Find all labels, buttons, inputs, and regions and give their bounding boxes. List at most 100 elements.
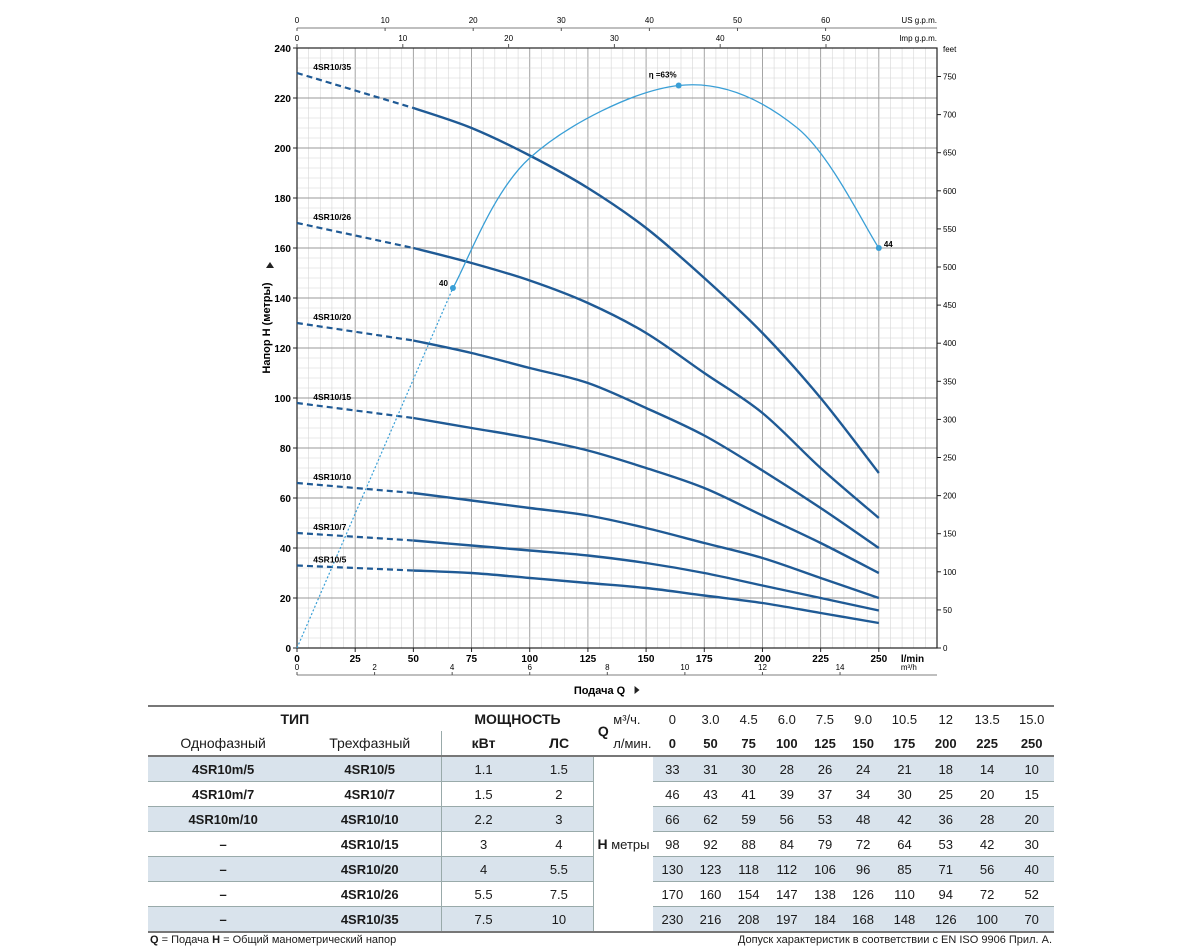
efficiency-curve-dotted (296, 287, 454, 649)
feet-tick-label: 250 (943, 454, 957, 463)
feet-tick-label: 750 (943, 73, 957, 82)
head-value: 56 (767, 806, 806, 832)
imp-gpm-tick-label: 40 (716, 34, 725, 43)
y-tick-label: 40 (280, 544, 292, 555)
head-value: 72 (844, 831, 883, 857)
three-phase-model: 4SR10/35 (298, 906, 442, 933)
head-value: 18 (926, 755, 965, 782)
head-value: 59 (729, 806, 768, 832)
y-axis-arrow-icon (266, 262, 274, 268)
m3h-tick-label: 14 (836, 663, 845, 672)
q-m3h-value: 10.5 (882, 705, 927, 731)
feet-tick-label: 350 (943, 377, 957, 386)
single-phase-model: – (148, 881, 299, 907)
q-m3h-value: 13.5 (964, 705, 1010, 731)
efficiency-right-label: 44 (884, 240, 893, 249)
head-value: 21 (882, 755, 927, 782)
m3h-tick-label: 8 (605, 663, 610, 672)
head-value: 30 (1009, 831, 1054, 857)
q-lmin-value: 150 (852, 735, 874, 751)
head-value: 148 (882, 906, 927, 933)
series-label: 4SR10/35 (313, 62, 351, 72)
x-tick-label: 75 (466, 654, 478, 665)
head-value: 30 (729, 755, 768, 782)
y-tick-label: 20 (280, 594, 292, 605)
head-value: 138 (805, 881, 845, 907)
q-m3h-value: 12 (926, 705, 965, 731)
pump-curve (413, 569, 880, 625)
x-axis-arrow-icon (634, 686, 640, 694)
head-value: 110 (882, 881, 927, 907)
series-label: 4SR10/5 (313, 555, 346, 565)
efficiency-curve-solid (452, 84, 880, 289)
three-phase-model: 4SR10/10 (298, 806, 442, 832)
x-tick-label: 225 (812, 654, 829, 665)
three-phase-model: 4SR10/20 (298, 856, 442, 882)
y-tick-label: 160 (274, 244, 291, 255)
us-gpm-tick-label: 50 (733, 16, 742, 25)
head-value: 52 (1009, 881, 1054, 907)
pump-curve (413, 491, 880, 600)
feet-tick-label: 0 (943, 644, 948, 653)
m3h-tick-label: 2 (372, 663, 377, 672)
head-value: 147 (767, 881, 806, 907)
head-value: 43 (691, 781, 730, 807)
table-row: 4SR10m/10 4SR10/10 2.2 3 66 62 59 56 53 48 42 36 28 2… (148, 806, 1054, 832)
q-lmin-value: 125 (814, 735, 836, 751)
y-tick-label: 60 (280, 494, 292, 505)
us-gpm-tick-label: 60 (821, 16, 830, 25)
feet-tick-label: 550 (943, 225, 957, 234)
us-gpm-tick-label: 0 (295, 16, 300, 25)
single-phase-model: – (148, 906, 299, 933)
q-lmin-value: 50 (703, 735, 718, 751)
head-value: 123 (691, 856, 730, 882)
y-tick-label: 200 (274, 144, 291, 155)
m3h-tick-label: 6 (528, 663, 533, 672)
head-value: 94 (926, 881, 965, 907)
three-phase-model: 4SR10/26 (298, 881, 442, 907)
table-row: –4SR10/26 5.5 7.5 170 160 154 147 138 126 110 94 72… (148, 881, 1054, 907)
head-value: 126 (844, 881, 883, 907)
head-value: 126 (926, 906, 965, 933)
h-label: H (597, 836, 608, 852)
q-m3h-value: 6.0 (767, 705, 806, 731)
head-value: 28 (767, 755, 806, 782)
power-kw: 5.5 (441, 881, 525, 907)
table-row: 4SR10m/7 4SR10/7 1.5 2 46 43 41 39 37 34 30 25 20 15 (148, 781, 1054, 807)
three-phase-model: 4SR10/5 (298, 755, 442, 782)
head-value: 184 (805, 906, 845, 933)
feet-tick-label: 150 (943, 530, 957, 539)
efficiency-left-label: 40 (439, 279, 448, 288)
table-row: 4SR10m/5 4SR10/5 1.1 1.5 H метры 33 31 30 28 26 24… (148, 755, 1054, 933)
q-lmin-value: 75 (741, 735, 756, 751)
series-label: 4SR10/26 (313, 212, 351, 222)
hp-header: ЛС (549, 735, 570, 751)
performance-table: ТИП МОЩНОСТЬ Q м³/ч. 0 3.0 4.5 6.0 7.5 9.0 10.… (148, 705, 1054, 933)
head-value: 71 (926, 856, 965, 882)
efficiency-max-label: η =63% (649, 71, 677, 80)
head-value: 168 (844, 906, 883, 933)
q-unit-m3h: м³/ч. (613, 705, 654, 731)
power-kw: 2.2 (441, 806, 525, 832)
efficiency-curve (296, 82, 882, 649)
y-tick-label: 0 (285, 644, 291, 655)
efficiency-point (675, 82, 682, 89)
head-value: 66 (653, 806, 692, 832)
m3h-tick-label: 10 (680, 663, 689, 672)
head-value: 40 (1009, 856, 1054, 882)
q-lmin-value: 100 (775, 735, 798, 751)
kw-header: кВт (441, 731, 525, 756)
feet-tick-label: 650 (943, 149, 957, 158)
head-value: 48 (844, 806, 883, 832)
single-phase-model: 4SR10m/7 (148, 781, 299, 807)
series-label: 4SR10/7 (313, 522, 346, 532)
head-value: 36 (926, 806, 965, 832)
footer-legend: Q = Подача H = Общий манометрический нап… (150, 934, 396, 946)
y-tick-label: 80 (280, 444, 292, 455)
feet-tick-label: 100 (943, 568, 957, 577)
head-value: 25 (926, 781, 965, 807)
y-tick-label: 220 (274, 94, 291, 105)
head-value: 46 (653, 781, 692, 807)
